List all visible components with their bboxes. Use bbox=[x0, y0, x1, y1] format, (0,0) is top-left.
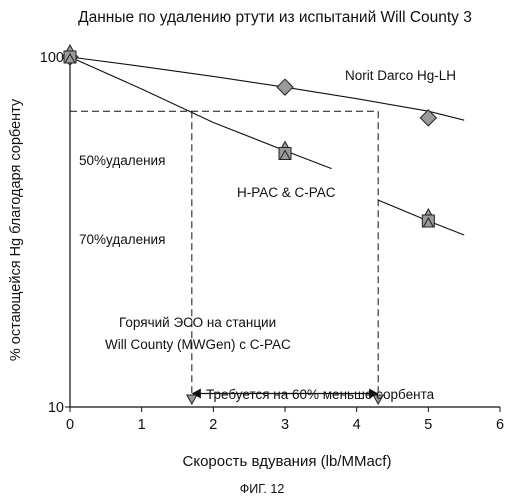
annotation-norit: Norit Darco Hg-LH bbox=[345, 68, 456, 83]
x-tick-label: 5 bbox=[424, 417, 432, 433]
annotation-hot-eso-1: Горячий ЭСО на станции bbox=[119, 315, 276, 330]
x-tick-label: 1 bbox=[138, 417, 146, 433]
annotation-needs: Требуется на 60% меньше сорбента bbox=[206, 387, 435, 402]
x-axis-label: Скорость вдувания (lb/MMacf) bbox=[183, 453, 392, 470]
x-tick-label: 0 bbox=[66, 417, 74, 433]
chart-title: Данные по удалению ртути из испытаний Wi… bbox=[78, 9, 472, 26]
annotation-hpac: H-PAC & C-PAC bbox=[237, 185, 336, 200]
annotation-removal50: 50%удаления bbox=[79, 153, 165, 168]
annotation-hot-eso-2: Will County (MWGen) с C-PAC bbox=[105, 337, 291, 352]
trend-curve bbox=[378, 200, 464, 235]
x-tick-label: 3 bbox=[281, 417, 289, 433]
reference-marker bbox=[187, 395, 197, 404]
y-axis-label: % остающейся Hg благодаря сорбенту bbox=[8, 98, 24, 361]
x-tick-label: 4 bbox=[353, 417, 361, 433]
x-tick-label: 6 bbox=[496, 417, 504, 433]
figure-caption: ФИГ. 12 bbox=[240, 482, 285, 496]
x-tick-label: 2 bbox=[209, 417, 217, 433]
plot-area: 0 1 2 3 4 5 6 10 100 Norit Darco Hg-LH H-PAC & C-P… bbox=[40, 45, 504, 433]
trend-curve bbox=[70, 57, 332, 169]
data-point-diamond bbox=[277, 79, 293, 95]
annotation-removal70: 70%удаления bbox=[79, 232, 165, 247]
y-tick-label: 100 bbox=[40, 50, 64, 66]
y-tick-label: 10 bbox=[48, 400, 64, 416]
